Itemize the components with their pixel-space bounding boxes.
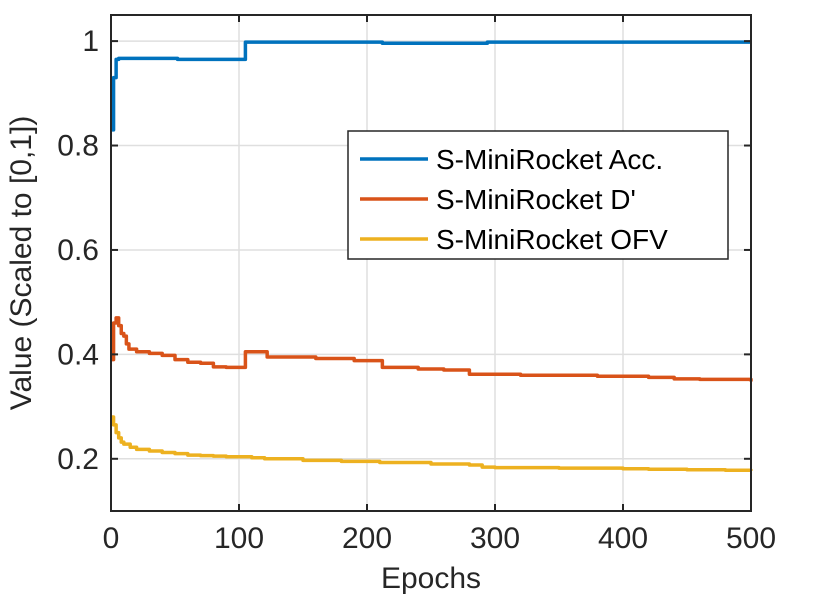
x-tick-labels: 0 100 200 300 400 500	[103, 522, 776, 555]
y-tick-label: 1	[82, 25, 99, 58]
x-tick-label: 300	[470, 522, 520, 555]
x-tick-label: 200	[342, 522, 392, 555]
x-tick-label: 500	[726, 522, 776, 555]
plot-area-border	[110, 14, 752, 512]
legend-label-2: S-MiniRocket D'	[436, 184, 636, 215]
series-line-1	[111, 40, 751, 132]
legend-label-1: S-MiniRocket Acc.	[436, 144, 663, 175]
legend-label-3: S-MiniRocket OFV	[436, 224, 668, 255]
ticks	[110, 15, 752, 511]
y-tick-labels: 0.2 0.4 0.6 0.8 1	[57, 25, 99, 476]
series-line-3	[111, 415, 753, 473]
x-tick-label: 400	[598, 522, 648, 555]
x-tick-label: 0	[103, 522, 120, 555]
y-tick-label: 0.6	[57, 234, 99, 267]
y-axis-label: Value (Scaled to [0,1])	[5, 116, 38, 411]
y-tick-label: 0.2	[57, 443, 99, 476]
legend: S-MiniRocket Acc. S-MiniRocket D' S-MiniRo…	[347, 130, 729, 260]
x-axis-label: Epochs	[381, 562, 481, 595]
series-line-2	[111, 316, 753, 382]
y-tick-label: 0.8	[57, 130, 99, 163]
y-tick-label: 0.4	[57, 338, 99, 371]
x-tick-label: 100	[214, 522, 264, 555]
series-lines	[111, 40, 753, 473]
